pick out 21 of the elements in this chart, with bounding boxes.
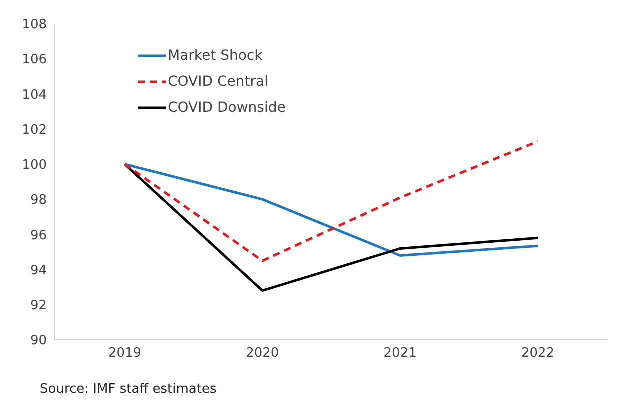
y-tick-label: 104 xyxy=(22,88,47,103)
y-tick-label: 102 xyxy=(22,122,47,138)
legend-label: Market Shock xyxy=(168,48,263,64)
legend-label: COVID Downside xyxy=(168,100,286,116)
x-tick-label: 2022 xyxy=(521,346,555,362)
y-tick-label: 92 xyxy=(30,298,47,314)
y-tick-label: 98 xyxy=(30,193,47,208)
line-series xyxy=(124,163,540,257)
x-tick-label: 2021 xyxy=(384,346,417,362)
y-tick-label: 100 xyxy=(22,158,47,174)
source-note: Source: IMF staff estimates xyxy=(40,382,218,397)
y-tick-label: 94 xyxy=(30,263,47,278)
y-tick-label: 106 xyxy=(22,52,47,68)
x-tick-label: 2019 xyxy=(108,346,142,362)
line-series xyxy=(124,163,540,292)
x-tick-label: 2020 xyxy=(246,346,280,362)
y-tick-label: 108 xyxy=(22,18,47,33)
line-series xyxy=(124,140,540,262)
y-tick-label: 96 xyxy=(30,228,47,244)
y-tick-label: 90 xyxy=(30,334,47,349)
legend-label: COVID Central xyxy=(168,74,268,90)
